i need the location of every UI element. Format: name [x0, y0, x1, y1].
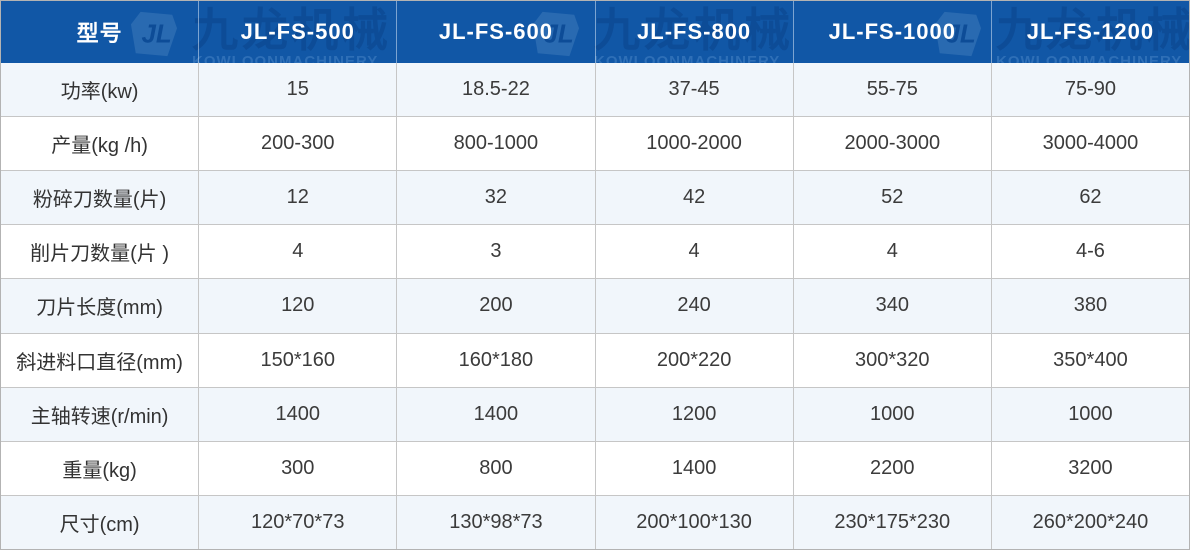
cell-value: 1200 [594, 387, 793, 441]
cell-value: 800 [396, 441, 594, 495]
table-row-power: 功率(kw) 15 18.5-22 37-45 55-75 75-90 [1, 63, 1189, 118]
row-label: 重量(kg) [62, 459, 137, 482]
cell-value: 3000-4000 [990, 117, 1189, 171]
cell-value: 2200 [792, 441, 991, 495]
cell-value: 4 [594, 225, 793, 279]
cell-value: 1000 [990, 387, 1189, 441]
cell-value: 230*175*230 [792, 495, 991, 549]
cell-value: 62 [990, 171, 1189, 225]
cell-value: 800-1000 [396, 117, 594, 171]
cell-value: 42 [594, 171, 793, 225]
cell-value: 32 [396, 171, 594, 225]
cell-value: 240 [594, 279, 793, 333]
cell-value: 130*98*73 [396, 495, 594, 549]
cell-value: 120*70*73 [198, 495, 396, 549]
cell-value: 1400 [396, 387, 594, 441]
table-body: 功率(kw) 15 18.5-22 37-45 55-75 75-90 产量(k… [1, 63, 1189, 549]
header-cell-jl-fs-500: JL-FS-500 [198, 1, 396, 63]
row-label: 粉碎刀数量(片) [32, 189, 167, 212]
header-cell-jl-fs-1200: JL-FS-1200 [990, 1, 1189, 63]
header-row: 型号 JL-FS-500 JL-FS-600 JL-FS-800 JL-FS-1… [1, 1, 1189, 63]
cell-value: 4-6 [990, 225, 1189, 279]
header-cell-model-label: 型号 [76, 21, 123, 46]
cell-value: 1000 [792, 387, 991, 441]
cell-value: 300*320 [792, 333, 991, 387]
cell-value: 75-90 [990, 63, 1189, 117]
row-label: 削片刀数量(片 ) [30, 243, 170, 266]
cell-value: 120 [198, 279, 396, 333]
table-row-output: 产量(kg /h) 200-300 800-1000 1000-2000 200… [1, 117, 1189, 172]
cell-value: 160*180 [396, 333, 594, 387]
cell-value: 200*100*130 [594, 495, 793, 549]
cell-value: 200*220 [594, 333, 793, 387]
row-label: 主轴转速(r/min) [30, 405, 169, 428]
header-cell-jl-fs-600: JL-FS-600 [396, 1, 594, 63]
cell-value: 18.5-22 [396, 63, 594, 117]
row-label: 斜进料口直径(mm) [16, 351, 183, 374]
cell-value: 340 [792, 279, 991, 333]
row-label: 尺寸(cm) [59, 513, 140, 536]
cell-value: 3 [396, 225, 594, 279]
cell-value: 12 [198, 171, 396, 225]
cell-value: 380 [990, 279, 1189, 333]
cell-value: 2000-3000 [792, 117, 991, 171]
table-row-spindle-speed: 主轴转速(r/min) 1400 1400 1200 1000 1000 [1, 387, 1189, 442]
cell-value: 1400 [198, 387, 396, 441]
cell-value: 55-75 [792, 63, 991, 117]
cell-value: 37-45 [594, 63, 793, 117]
table-row-chipping-blades: 削片刀数量(片 ) 4 3 4 4 4-6 [1, 225, 1189, 280]
table-row-dimensions: 尺寸(cm) 120*70*73 130*98*73 200*100*130 2… [1, 495, 1189, 549]
cell-value: 1000-2000 [594, 117, 793, 171]
table-row-blade-length: 刀片长度(mm) 120 200 240 340 380 [1, 279, 1189, 334]
table-row-weight: 重量(kg) 300 800 1400 2200 3200 [1, 441, 1189, 496]
cell-value: 15 [198, 63, 396, 117]
table-row-inlet-diameter: 斜进料口直径(mm) 150*160 160*180 200*220 300*3… [1, 333, 1189, 388]
cell-value: 4 [792, 225, 991, 279]
cell-value: 260*200*240 [990, 495, 1189, 549]
header-cell-jl-fs-800: JL-FS-800 [594, 1, 793, 63]
cell-value: 3200 [990, 441, 1189, 495]
cell-value: 150*160 [198, 333, 396, 387]
cell-value: 350*400 [990, 333, 1189, 387]
row-label: 功率(kw) [60, 81, 139, 104]
row-label: 刀片长度(mm) [36, 297, 163, 320]
header-cell-jl-fs-1000: JL-FS-1000 [792, 1, 991, 63]
cell-value: 300 [198, 441, 396, 495]
table-row-crushing-blades: 粉碎刀数量(片) 12 32 42 52 62 [1, 171, 1189, 226]
cell-value: 52 [792, 171, 991, 225]
table-header: JL 九龙机械 KOWLOONMACHINERY JL 九龙机械 KOWLOON… [1, 1, 1189, 63]
cell-value: 4 [198, 225, 396, 279]
cell-value: 200 [396, 279, 594, 333]
row-label: 产量(kg /h) [51, 135, 148, 158]
cell-value: 200-300 [198, 117, 396, 171]
cell-value: 1400 [594, 441, 793, 495]
